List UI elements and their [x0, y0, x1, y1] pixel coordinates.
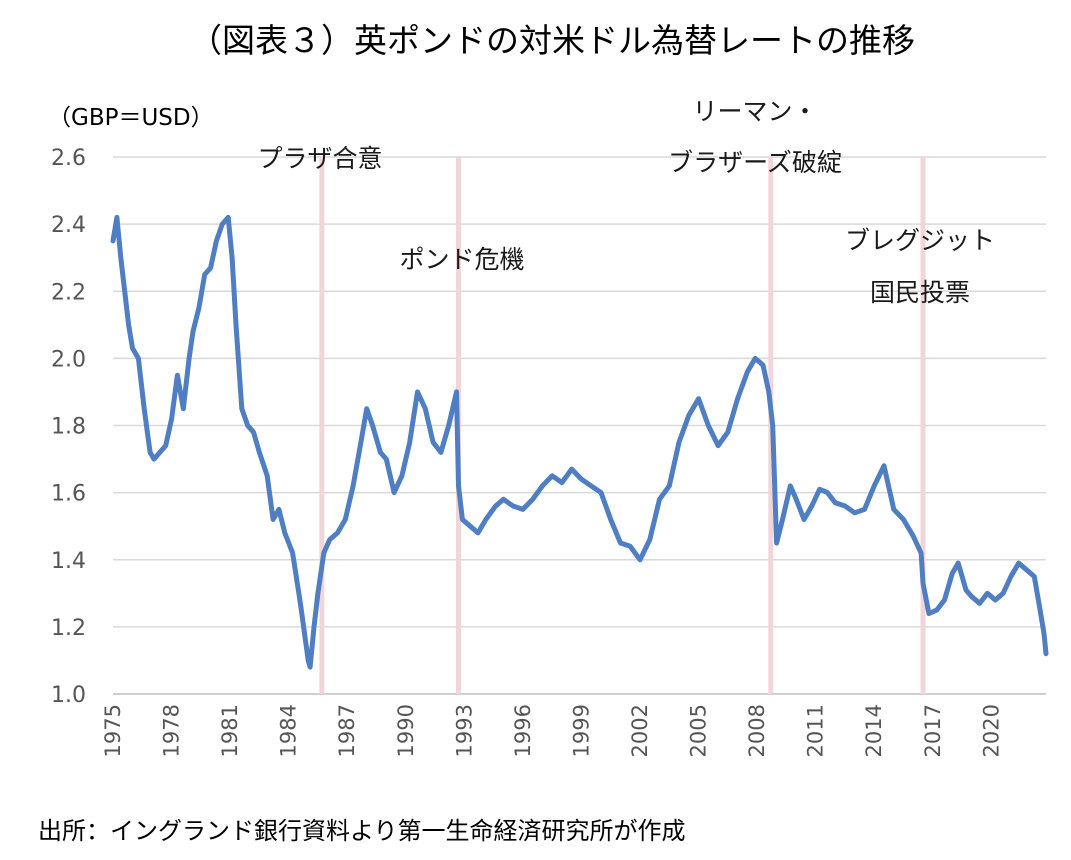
rate-series [110, 214, 1049, 670]
x-tick-label: 1975 [101, 704, 125, 757]
y-tick-label: 1.2 [51, 616, 86, 641]
x-tick-label: 1984 [277, 704, 301, 757]
source-note: 出所：イングランド銀行資料より第一生命経済研究所が作成 [38, 817, 686, 845]
y-axis-unit-label: （GBP＝USD） [48, 105, 214, 131]
x-tick-label: 2005 [687, 704, 711, 757]
event-label: ポンド危機 [399, 245, 524, 274]
event-label: リーマン・ [692, 97, 817, 126]
x-tick-label: 2020 [979, 704, 1003, 757]
x-tick-label: 1990 [394, 704, 418, 757]
x-tick-label: 2014 [862, 704, 886, 757]
x-tick-label: 2017 [921, 704, 945, 757]
y-tick-label: 2.4 [51, 213, 86, 238]
event-label: ブレグジット [845, 226, 995, 255]
y-tick-label: 1.4 [51, 549, 86, 574]
x-tick-label: 1996 [511, 704, 535, 757]
event-label: ブラザーズ破綻 [668, 148, 842, 177]
x-tick-label: 1999 [569, 704, 593, 757]
y-tick-label: 1.8 [51, 415, 86, 440]
chart-title: （図表３）英ポンドの対米ドル為替レートの推移 [189, 21, 915, 60]
x-axis-ticks: 1975 1978 1981 1984 1987 1990 1993 1996 1999 2002… [101, 704, 1003, 757]
x-tick-label: 1978 [160, 704, 184, 757]
y-tick-label: 1.6 [51, 482, 86, 507]
y-tick-label: 2.2 [51, 280, 86, 305]
y-tick-label: 2.6 [51, 146, 86, 171]
x-tick-label: 1981 [218, 704, 242, 757]
x-tick-label: 2008 [745, 704, 769, 757]
x-tick-label: 2011 [804, 704, 828, 757]
y-tick-label: 2.0 [51, 347, 86, 372]
x-tick-label: 1993 [452, 704, 476, 757]
x-tick-label: 1987 [335, 704, 359, 757]
y-tick-label: 1.0 [51, 683, 86, 708]
event-label: 国民投票 [870, 278, 970, 307]
x-tick-label: 2002 [628, 704, 652, 757]
event-label: プラザ合意 [257, 144, 382, 173]
y-axis-ticks: 1.0 1.2 1.4 1.6 1.8 2.0 2.2 2.4 2.6 [51, 146, 86, 708]
gbp-usd-line [110, 214, 1049, 670]
